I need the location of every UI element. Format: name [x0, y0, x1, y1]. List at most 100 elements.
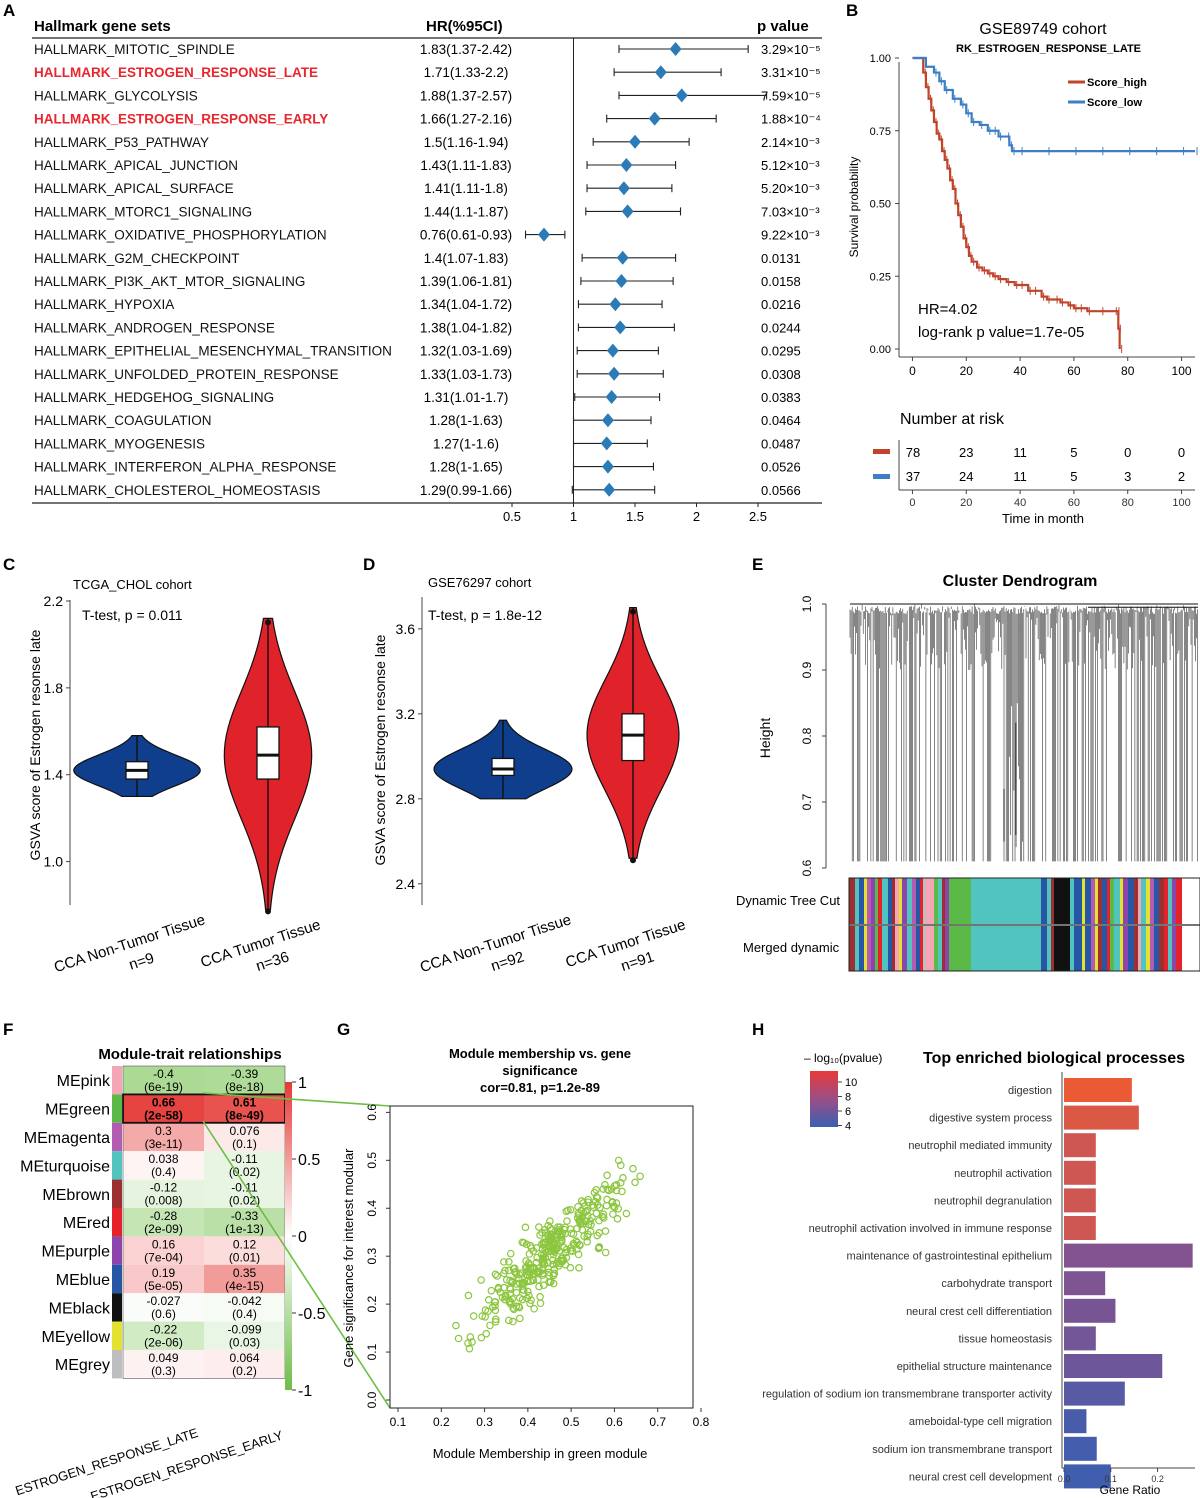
merged-color-cell [1146, 926, 1150, 971]
scatter-point [581, 1217, 590, 1225]
km-legend-low: Score_low [1087, 97, 1142, 109]
heatmap-cell [123, 1236, 204, 1265]
module-label: MEgreen [45, 1102, 110, 1119]
risk-count: 23 [959, 445, 973, 460]
go-bar-label: neutrophil mediated immunity [908, 1140, 1052, 1152]
module-color-cell [920, 878, 923, 924]
module-color-cell [1074, 878, 1082, 924]
panel-label-b: B [846, 1, 858, 20]
scatter-point [536, 1299, 545, 1308]
scatter-point [535, 1223, 543, 1231]
scatter-title-3: cor=0.81, p=1.2e-89 [480, 1080, 600, 1095]
risk-x-tick-label: 100 [1172, 497, 1190, 509]
scatter-point [525, 1291, 533, 1300]
forest-tick-label: 2.5 [749, 509, 767, 524]
heatmap-cell-r: -0.33 [231, 1209, 259, 1223]
merged-color-cell [1041, 926, 1047, 971]
module-color-cell [1070, 878, 1074, 924]
risk-x-tick-label: 20 [960, 497, 972, 509]
heatmap-cell-p: (5e-05) [144, 1279, 183, 1293]
km-x-tick-label: 40 [1013, 364, 1027, 378]
km-curves [912, 56, 1198, 353]
heatmap-cell [123, 1122, 204, 1152]
module-color-cell [864, 878, 867, 924]
scatter-point [466, 1333, 475, 1341]
module-color-cell [1047, 878, 1051, 924]
scatter-point [465, 1344, 474, 1353]
module-color-cell [888, 878, 892, 924]
heatmap-cell-p: (0.008) [144, 1194, 182, 1208]
km-hr-text: HR=4.02 [918, 301, 978, 318]
go-bar-label: digestion [1008, 1085, 1052, 1097]
forest-header-p: p value [757, 18, 809, 35]
km-x-tick-label: 20 [960, 364, 974, 378]
module-color-cell [1141, 878, 1146, 924]
scatter-x-tick-label: 0.5 [563, 1415, 580, 1429]
scatter-point [577, 1197, 586, 1205]
merged-color-cell [849, 926, 855, 971]
go-bar-label: neural crest cell differentiation [906, 1306, 1052, 1318]
go-bar [1064, 1326, 1096, 1351]
scatter-point [573, 1224, 581, 1233]
scatter-point [516, 1269, 525, 1277]
dendro-y-tick-label: 0.8 [800, 727, 814, 744]
violin-box [256, 726, 280, 780]
go-title: Top enriched biological processes [923, 1050, 1185, 1067]
scatter-ticks: 0.1 0.2 0.3 0.4 0.5 0.6 0.7 0.8 0.0 0.1 0.2 0.3 0.4 0… [365, 1104, 710, 1429]
scatter-point [590, 1188, 599, 1197]
heatmap-cell-p: (0.01) [229, 1250, 260, 1264]
go-bar [1064, 1409, 1087, 1434]
risk-count: 78 [906, 445, 920, 460]
violin-d-test: T-test, p = 1.8e-12 [428, 607, 542, 623]
scatter-point [524, 1261, 533, 1269]
go-bar-label: neutrophil degranulation [934, 1195, 1052, 1207]
go-legend-gradient [810, 1071, 838, 1127]
dendrogram-merges [850, 603, 1198, 842]
module-color-bars [849, 878, 1182, 971]
forest-row-p: 1.88×10⁻⁴ [761, 112, 821, 127]
forest-row-name: HALLMARK_INTERFERON_ALPHA_RESPONSE [34, 460, 336, 475]
go-bar [1064, 1381, 1125, 1406]
scatter-point [521, 1223, 530, 1232]
heatmap-cell-r: 0.12 [233, 1237, 257, 1251]
forest-point [648, 111, 661, 126]
heatmap-cell-r: -0.099 [227, 1323, 261, 1337]
heatmap-cell [123, 1151, 204, 1180]
go-bar [1064, 1464, 1111, 1489]
go-bar [1064, 1216, 1096, 1240]
scatter-point [549, 1247, 558, 1255]
heatmap-cell-r: 0.038 [148, 1152, 178, 1166]
module-color-cell [1176, 878, 1182, 924]
heatmap-cell-p: (0.4) [151, 1165, 176, 1179]
heatmap-cell [204, 1094, 285, 1123]
heatmap-cell [123, 1208, 204, 1237]
scatter-point [618, 1187, 626, 1196]
scatter-x-tick-label: 0.6 [606, 1415, 623, 1429]
scatter-point [506, 1249, 515, 1258]
dendro-y-tick-label: 0.7 [800, 793, 814, 810]
scatter-point [500, 1258, 508, 1266]
risk-x-tick-label: 80 [1122, 497, 1134, 509]
scatter-point [538, 1266, 547, 1274]
scatter-point [636, 1172, 644, 1181]
scatter-point [527, 1296, 535, 1304]
forest-row-p: 0.0244 [761, 320, 801, 335]
forest-row-p: 7.03×10⁻³ [761, 204, 820, 219]
forest-point [606, 343, 619, 358]
forest-row-name: HALLMARK_OXIDATIVE_PHOSPHORYLATION [34, 228, 327, 243]
scatter-y-tick-label: 0.2 [365, 1295, 379, 1312]
scatter-title-1: Module membership vs. gene [449, 1046, 631, 1061]
module-swatch [112, 1151, 122, 1180]
module-color-cell [1168, 878, 1172, 924]
module-swatch [112, 1350, 122, 1379]
scatter-point [491, 1270, 500, 1279]
merged-color-cell [912, 926, 916, 971]
module-label: MEpink [57, 1073, 111, 1090]
forest-row-name: HALLMARK_MYOGENESIS [34, 436, 205, 451]
dendrogram-branches [849, 604, 1198, 862]
module-swatch [112, 1293, 122, 1322]
scatter-point [595, 1216, 603, 1225]
violin-c-y-label: GSVA score of Estrogen resonse late [27, 629, 43, 860]
forest-row-p: 7.59×10⁻⁵ [761, 88, 821, 103]
forest-row-p: 5.12×10⁻³ [761, 158, 820, 173]
